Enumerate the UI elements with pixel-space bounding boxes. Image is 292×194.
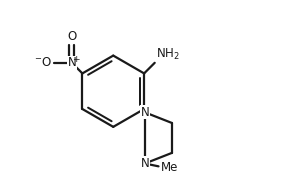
Text: Me: Me (160, 161, 178, 174)
Text: O: O (67, 30, 77, 43)
Text: NH$_2$: NH$_2$ (156, 47, 180, 62)
Text: N: N (141, 106, 150, 119)
Text: N: N (67, 56, 76, 69)
Text: $^{-}$O: $^{-}$O (34, 56, 52, 69)
Text: +: + (72, 55, 80, 64)
Text: N: N (141, 157, 150, 170)
